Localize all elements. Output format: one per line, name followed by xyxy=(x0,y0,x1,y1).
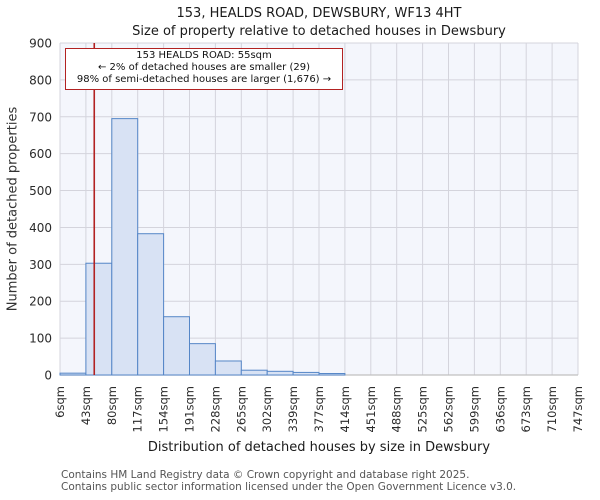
y-tick-label: 800 xyxy=(29,73,52,87)
chart-subtitle: Size of property relative to detached ho… xyxy=(132,24,506,39)
x-tick-label: 302sqm xyxy=(260,386,274,432)
y-tick-label: 900 xyxy=(29,37,52,51)
x-tick-label: 710sqm xyxy=(545,386,559,432)
x-tick-label: 599sqm xyxy=(467,386,481,432)
x-tick-label: 191sqm xyxy=(183,386,197,432)
y-tick-label: 600 xyxy=(29,147,52,161)
histogram-bar xyxy=(214,360,242,376)
histogram-bar xyxy=(85,262,113,376)
footer-copyright-line: Contains HM Land Registry data © Crown c… xyxy=(61,469,470,481)
x-tick-label: 525sqm xyxy=(416,386,430,432)
x-tick-label: 377sqm xyxy=(312,386,326,432)
histogram-bar xyxy=(240,369,268,376)
x-tick-label: 80sqm xyxy=(105,386,119,425)
histogram-bar xyxy=(292,371,320,376)
y-tick-label: 100 xyxy=(29,332,52,346)
x-tick-label: 488sqm xyxy=(390,386,404,432)
histogram-bar xyxy=(111,118,139,376)
y-tick-label: 300 xyxy=(29,258,52,272)
footer-licence-line: Contains public sector information licen… xyxy=(61,480,517,493)
chart-title: 153, HEALDS ROAD, DEWSBURY, WF13 4HT xyxy=(176,6,462,21)
histogram-bar xyxy=(163,316,191,376)
y-tick-label: 0 xyxy=(44,369,52,383)
x-axis-title: Distribution of detached houses by size … xyxy=(147,440,491,455)
x-tick-label: 265sqm xyxy=(234,386,248,432)
y-tick-label: 500 xyxy=(29,184,52,198)
x-tick-label: 747sqm xyxy=(571,386,585,432)
x-tick-label: 673sqm xyxy=(519,386,533,432)
y-tick-label: 400 xyxy=(29,221,52,235)
histogram-bar xyxy=(59,372,87,376)
x-tick-label: 562sqm xyxy=(442,386,456,432)
x-tick-label: 228sqm xyxy=(208,386,222,432)
y-tick-label: 200 xyxy=(29,295,52,309)
footer: Contains HM Land Registry data © Crown c… xyxy=(61,469,517,493)
annotation-larger-line: 98% of semi-detached houses are larger (… xyxy=(76,74,332,86)
x-tick-label: 117sqm xyxy=(131,386,145,432)
annotation-smaller-line: ← 2% of detached houses are smaller (29) xyxy=(98,62,310,74)
histogram-bar xyxy=(137,233,165,376)
x-tick-label: 339sqm xyxy=(286,386,300,432)
x-tick-label: 636sqm xyxy=(493,386,507,432)
x-tick-label: 43sqm xyxy=(79,386,93,425)
annotation-box: 153 HEALDS ROAD: 55sqm ← 2% of detached … xyxy=(65,48,343,90)
x-tick-label: 451sqm xyxy=(364,386,378,432)
histogram-plot: 0 100 200 300 400 500 600 700 800 900 6sqm 43sqm 80s… xyxy=(29,37,585,433)
y-tick-label: 700 xyxy=(29,110,52,124)
annotation-property-line: 153 HEALDS ROAD: 55sqm xyxy=(136,50,272,61)
x-tick-label: 6sqm xyxy=(53,386,67,418)
histogram-bar xyxy=(266,370,294,376)
x-tick-label: 154sqm xyxy=(157,386,171,432)
x-tick-label: 414sqm xyxy=(338,386,352,432)
histogram-bar xyxy=(189,343,216,376)
histogram-bar xyxy=(318,373,346,376)
